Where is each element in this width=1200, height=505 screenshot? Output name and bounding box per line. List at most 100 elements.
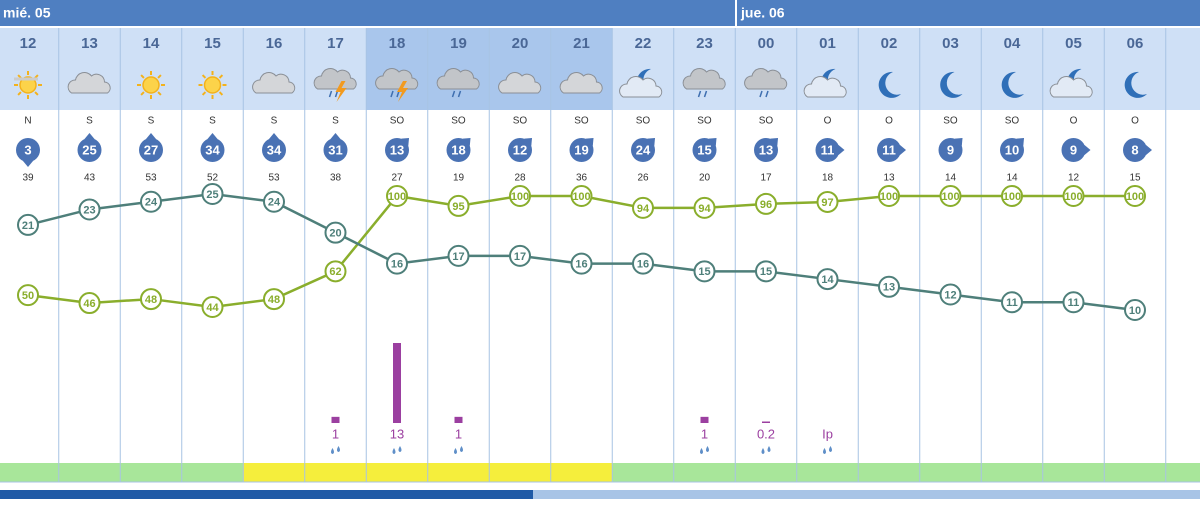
temperature-point — [140, 190, 162, 213]
humidity-point — [509, 185, 531, 207]
scrollbar-thumb[interactable] — [0, 490, 533, 499]
sun-ray — [201, 91, 207, 96]
risk-band — [181, 463, 244, 482]
cloud-shape — [619, 76, 663, 98]
wind-speed-badge — [1123, 138, 1147, 162]
sun-ray — [218, 91, 224, 96]
wind-gust: 14 — [1006, 173, 1018, 184]
wind-gust: 39 — [22, 173, 34, 184]
weather-icon — [1001, 71, 1024, 98]
humidity-point — [878, 185, 900, 207]
temperature-point — [1124, 299, 1146, 321]
temperature-point — [1062, 291, 1085, 314]
sun-ray — [157, 74, 162, 79]
hour-label: 15 — [204, 35, 221, 52]
risk-band — [243, 463, 305, 482]
lightning — [397, 81, 408, 102]
temperature-point — [878, 275, 900, 298]
humidity-point — [1124, 185, 1146, 207]
scrollbar-track[interactable] — [533, 490, 1200, 499]
weather-icon — [619, 68, 663, 98]
wind-direction: SO — [390, 116, 405, 127]
temperature-point — [324, 221, 347, 244]
wind-pointer — [900, 145, 906, 155]
sun-ray — [34, 91, 39, 96]
cloud-shape — [682, 68, 726, 90]
hour-label: 21 — [573, 35, 590, 52]
humidity-label: 100 — [572, 191, 590, 203]
cloud-shape — [803, 76, 847, 98]
humidity-label: 97 — [821, 197, 833, 209]
temperature-point — [693, 260, 716, 283]
temperature-point — [755, 260, 777, 283]
humidity-point — [201, 296, 224, 318]
temperature-point — [816, 268, 839, 291]
temperature-label: 12 — [944, 289, 956, 301]
hour-label: 06 — [1127, 35, 1144, 52]
wind-speed-badge — [1061, 138, 1086, 162]
wind-direction: SO — [513, 116, 528, 127]
humidity-point — [816, 190, 839, 213]
precipitation-bar — [393, 343, 401, 423]
weather-icon — [1124, 71, 1147, 98]
temperature-point — [939, 283, 962, 306]
wind-gust: 18 — [822, 173, 834, 184]
hour-label: 02 — [881, 35, 898, 52]
wind-gust: 28 — [514, 173, 526, 184]
temperature-label: 10 — [1129, 305, 1141, 317]
weather-icon — [252, 72, 296, 94]
sun-ray — [157, 91, 162, 96]
day-label: mié. 05 — [3, 5, 51, 21]
temperature-label: 17 — [452, 251, 464, 263]
wind-direction: O — [824, 116, 832, 127]
temperature-label: 11 — [1006, 297, 1018, 309]
wind-direction: S — [271, 116, 278, 127]
precipitation-label: 1 — [455, 426, 462, 441]
humidity-label: 62 — [329, 266, 341, 278]
wind-speed-badge — [938, 138, 963, 162]
precipitation-bar — [331, 416, 340, 423]
risk-band — [981, 463, 1043, 482]
sun-ray — [218, 74, 224, 79]
humidity-line — [27, 194, 1135, 309]
hour-cell — [550, 28, 613, 110]
hour-label: 18 — [389, 35, 406, 52]
risk-band — [58, 463, 121, 482]
humidity-label: 50 — [22, 290, 34, 302]
wind-speed: 3 — [24, 142, 31, 157]
risk-band — [0, 463, 59, 482]
wind-pointer — [84, 133, 95, 139]
cloud-shape — [375, 68, 419, 90]
humidity-point — [324, 260, 347, 283]
wind-gust: 15 — [1129, 173, 1141, 184]
hour-label: 04 — [1004, 35, 1021, 52]
wind-speed-badge — [139, 138, 163, 162]
sun-ray — [17, 74, 22, 79]
humidity-label: 100 — [1064, 191, 1082, 203]
wind-gust: 36 — [576, 173, 588, 184]
humidity-label: 100 — [1003, 191, 1021, 203]
risk-band — [735, 463, 797, 482]
risk-band — [304, 463, 367, 482]
wind-speed: 10 — [1005, 142, 1019, 157]
weather-icon — [1049, 68, 1093, 98]
wind-speed: 11 — [821, 142, 835, 157]
wind-speed: 11 — [882, 142, 896, 157]
hour-cell — [489, 28, 551, 110]
sun-ray — [17, 91, 22, 96]
humidity-label: 100 — [511, 191, 529, 203]
risk-band — [366, 463, 428, 482]
risk-band — [489, 463, 551, 482]
humidity-point — [693, 196, 716, 219]
wind-speed-badge — [877, 138, 901, 162]
temperature-point — [386, 252, 408, 275]
temperature-label: 16 — [391, 259, 403, 271]
weather-icon — [436, 68, 480, 98]
hour-label: 13 — [81, 35, 98, 52]
wind-speed: 31 — [328, 142, 342, 157]
humidity-point — [386, 185, 408, 207]
cloud-shape — [1049, 76, 1093, 98]
temperature-point — [17, 213, 39, 236]
wind-speed: 13 — [390, 142, 404, 157]
weather-icon — [940, 71, 963, 98]
